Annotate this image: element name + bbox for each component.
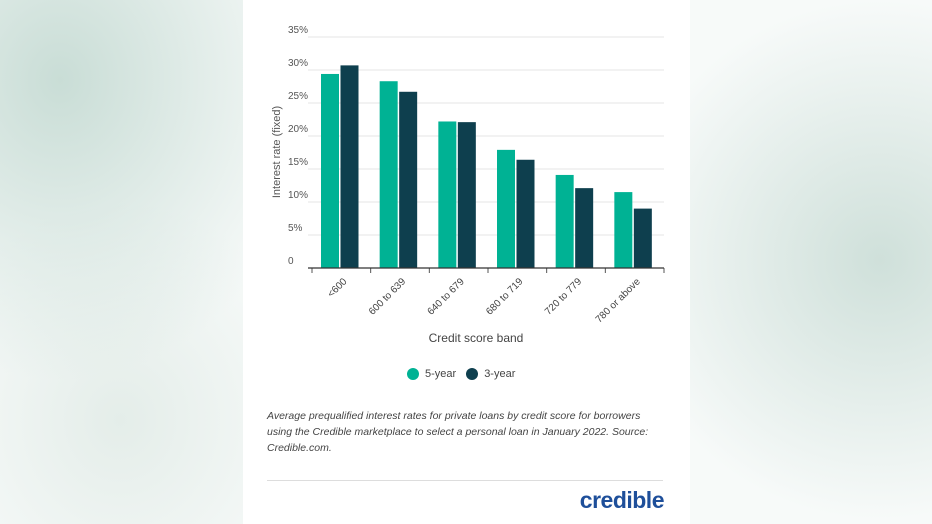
bar-5-year [614,192,633,268]
divider [267,480,663,481]
bar-5-year [555,174,574,268]
bar-3-year [457,122,476,268]
chart-caption: Average prequalified interest rates for … [267,410,649,454]
bar-3-year [399,91,418,268]
x-axis-label: Credit score band [428,331,524,345]
legend-label: 3-year [484,368,516,380]
y-tick-label: 30% [288,58,308,69]
x-tick-label: 780 or above [594,276,643,325]
legend-item-5-year: 5-year [407,368,456,380]
legend-swatch-3-year [466,368,479,380]
bar-5-year [497,149,515,268]
y-tick-label: 0 [288,256,294,267]
x-tick-label: <600 [326,276,350,300]
x-tick-label: 640 to 679 [426,276,468,318]
bar-chart: 0 5% 10% 15% 20% 25% 30% 35% Interest rate (fixe… [271,25,665,325]
bar-5-year [379,81,398,268]
y-axis-label: Interest rate (fixed) [271,106,283,198]
y-tick-label: 5% [288,223,303,234]
y-tick-label: 15% [288,157,308,168]
credible-logo: credible [579,487,665,513]
x-tick-label: 720 to 779 [543,276,585,318]
legend: 5-year 3-year [407,368,525,380]
chart-card: 0 5% 10% 15% 20% 25% 30% 35% Interest rate (fixe… [243,0,690,524]
legend-label: 5-year [425,368,457,380]
legend-swatch-5-year [407,368,419,380]
y-tick-label: 10% [288,190,308,201]
bar-5-year [438,121,457,268]
bar-3-year [340,65,359,268]
x-tick-label: 680 to 719 [484,276,526,318]
bar-3-year [575,188,594,268]
y-tick-label: 20% [288,124,308,135]
y-tick-label: 35% [288,25,308,36]
legend-item-3-year: 3-year [466,368,515,380]
bar-3-year [633,208,652,268]
bar-5-year [321,73,339,269]
x-tick-label: 600 to 639 [367,276,409,318]
bar-3-year [516,159,535,268]
y-tick-label: 25% [288,91,308,102]
